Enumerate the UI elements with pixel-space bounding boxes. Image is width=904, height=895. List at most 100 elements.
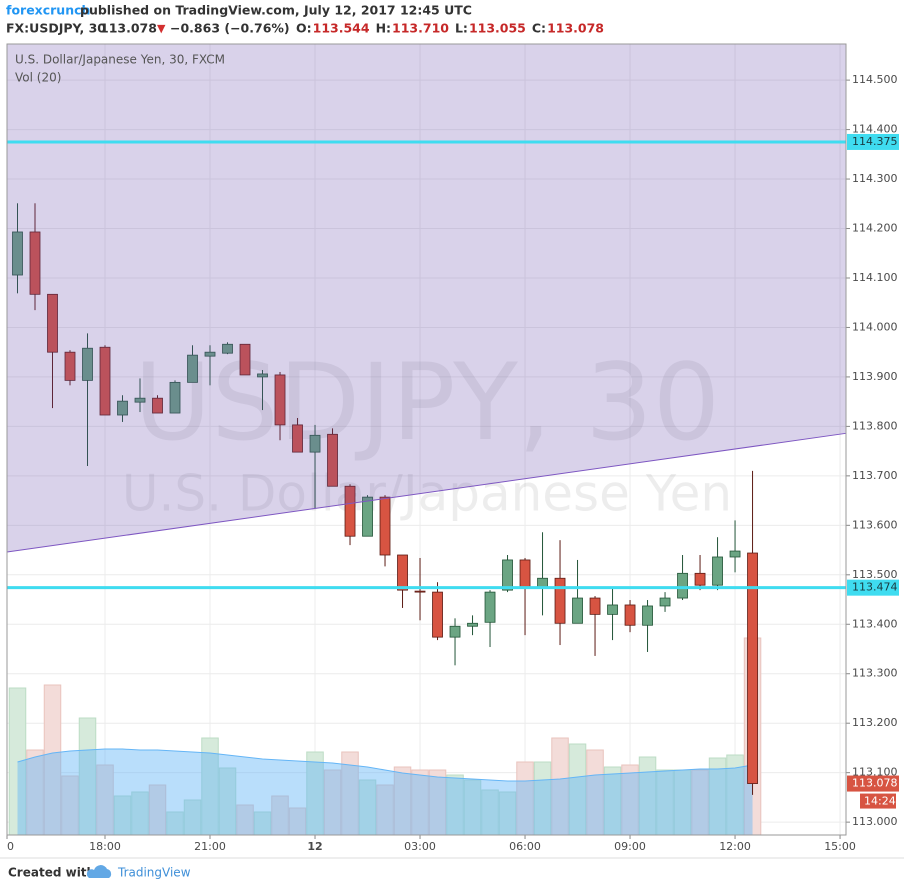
candle-body — [642, 605, 653, 626]
y-tick-label: 113.300 — [852, 667, 898, 680]
candle-body — [82, 347, 93, 381]
hline-label-box — [847, 579, 899, 596]
candle-body — [327, 433, 338, 487]
x-tick-label: 09:00 — [614, 840, 646, 853]
y-tick-label: 114.100 — [852, 271, 898, 284]
hline-label: 114.375 — [852, 135, 898, 148]
pattern-overlay — [7, 44, 846, 553]
volume-ma-line — [17, 748, 753, 782]
candle-body — [624, 604, 636, 626]
candle-body — [607, 604, 618, 615]
candle-body — [449, 625, 461, 638]
candle-body — [47, 293, 58, 353]
countdown: 14:24 — [864, 795, 896, 808]
last-price-box — [847, 775, 899, 792]
logo-icon — [86, 865, 112, 878]
candle-body — [257, 373, 268, 378]
ohlc-label: L: — [455, 21, 468, 36]
y-tick-label: 114.500 — [852, 73, 898, 86]
candle-body — [414, 590, 426, 593]
x-tick-label: 18:00 — [89, 840, 121, 853]
trendline — [6, 432, 847, 553]
y-tick-label: 114.300 — [852, 172, 898, 185]
candle-body — [134, 397, 146, 403]
legend: U.S. Dollar/Japanese Yen, 30, FXCM — [15, 53, 225, 67]
candle-body — [152, 397, 163, 414]
ohlc: O: 113.544 H: 113.710 L: 113.055 C: 113.078 — [296, 21, 604, 36]
candle-body — [169, 381, 181, 414]
x-tick-label: 12:00 — [719, 840, 751, 853]
watermark-subtitle: U.S. Dollar/Japanese Yen — [122, 465, 732, 523]
ohlc-value: 113.544 — [313, 21, 370, 36]
candle-body — [432, 591, 443, 638]
hline-label-box — [847, 133, 899, 150]
candle-body — [502, 559, 513, 591]
y-tick-label: 113.900 — [852, 370, 898, 383]
created-with: Created with — [8, 866, 95, 880]
plot-frame — [6, 43, 847, 836]
brand[interactable]: TradingView — [117, 866, 191, 880]
candle-body — [309, 434, 321, 453]
ohlc-label: C: — [532, 21, 546, 36]
plot: 113.000 113.100 113.200 113.300 113.400 113.5… — [0, 43, 904, 859]
candle-body — [274, 374, 286, 426]
candle-body — [187, 354, 198, 383]
y-tick-label: 114.400 — [852, 123, 898, 136]
tradingview-logo[interactable]: TradingView — [86, 865, 191, 880]
y-tick-label: 114.200 — [852, 222, 898, 235]
candle-body — [712, 556, 723, 586]
candle-body — [519, 559, 531, 589]
volume-ma-area — [17, 749, 753, 835]
x-tick-label: 0 — [7, 840, 14, 853]
x-tick-label: 12 — [307, 840, 322, 853]
candle-body — [729, 550, 741, 558]
candle-body — [64, 351, 76, 381]
y-tick-label: 114.000 — [852, 320, 898, 333]
y-tick-label: 113.500 — [852, 568, 898, 581]
x-tick-label: 03:00 — [404, 840, 436, 853]
change: −0.863 (−0.76%) — [170, 21, 290, 36]
candle-body — [29, 231, 41, 295]
candle-body — [659, 597, 671, 607]
candle-body — [397, 554, 408, 591]
published: published on TradingView.com, July 12, 2… — [80, 3, 472, 18]
candle-body — [589, 597, 601, 615]
x-tick-label: 06:00 — [509, 840, 541, 853]
candle-body — [344, 485, 356, 537]
change-arrow: ▼ — [157, 22, 166, 35]
candle-body — [554, 577, 566, 624]
candle-body — [222, 343, 233, 354]
y-tick-label: 113.700 — [852, 469, 898, 482]
candle-body — [747, 552, 758, 784]
y-tick-label: 113.000 — [852, 815, 898, 828]
watermark: USDJPY, 30 — [134, 341, 720, 464]
candle-body — [99, 346, 111, 416]
y-tick-label: 113.200 — [852, 716, 898, 729]
ohlc-label: O: — [296, 21, 312, 36]
candle-body — [292, 424, 303, 453]
candle-body — [467, 622, 478, 627]
ohlc-label: H: — [376, 21, 391, 36]
plot-background — [7, 44, 846, 835]
price: 113.078 — [100, 21, 157, 36]
ohlc-value: 113.710 — [392, 21, 449, 36]
y-tick-label: 113.600 — [852, 518, 898, 531]
ohlc-value: 113.055 — [469, 21, 526, 36]
countdown-box — [860, 793, 896, 809]
candle-body — [117, 400, 128, 416]
candle-body — [239, 343, 251, 376]
volume-legend: Vol (20) — [15, 71, 61, 85]
x-tick-label: 15:00 — [824, 840, 856, 853]
x-tick-label: 21:00 — [194, 840, 226, 853]
candle-body — [694, 572, 706, 586]
last-price-label: 113.078 — [852, 777, 898, 790]
candle-body — [204, 351, 216, 357]
candle-body — [484, 591, 496, 623]
y-tick-label: 113.400 — [852, 617, 898, 630]
hline-label: 113.474 — [852, 581, 898, 594]
candle-body — [677, 572, 688, 599]
author[interactable]: forexcrunch — [6, 3, 90, 18]
candle-body — [362, 496, 373, 537]
candle-body — [572, 597, 583, 624]
